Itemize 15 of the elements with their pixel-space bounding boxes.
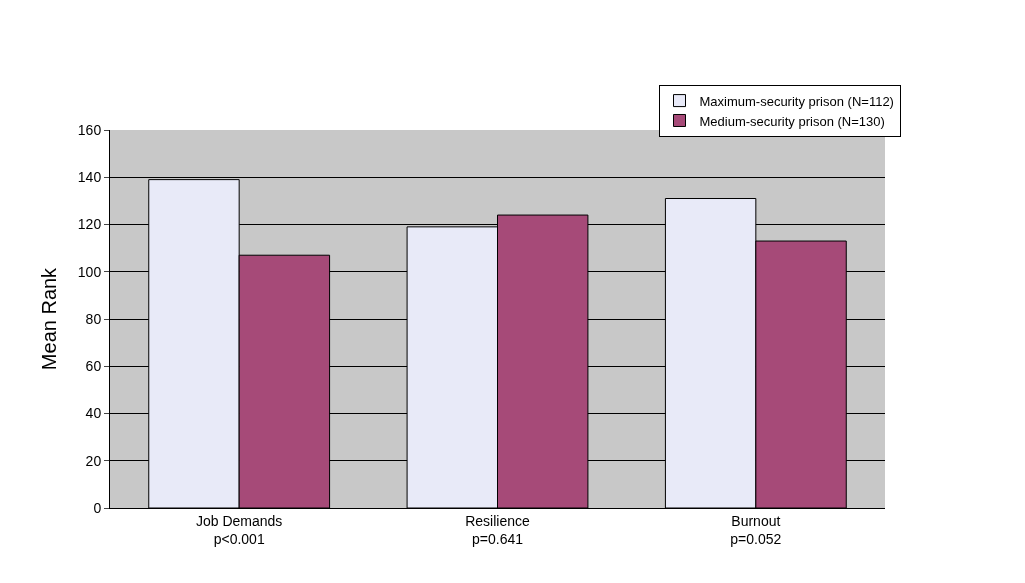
y-tick-label: 120 — [77, 216, 102, 233]
y-tick-label: 80 — [85, 310, 102, 327]
y-tick-label: 20 — [85, 452, 102, 469]
y-axis-title: Mean Rank — [38, 266, 61, 371]
legend-label: Medium-security prison (N=130) — [699, 113, 885, 129]
y-tick-label: 40 — [85, 405, 102, 422]
x-tick-label: Resilience p=0.641 — [465, 512, 530, 547]
legend-label: Maximum-security prison (N=112) — [699, 93, 894, 109]
y-tick-label: 160 — [77, 121, 102, 138]
y-tick-label: 100 — [77, 263, 102, 280]
y-tick-label: 60 — [85, 358, 102, 375]
x-tick-label: Burnout p=0.052 — [730, 512, 782, 547]
y-tick-label: 140 — [77, 169, 102, 186]
x-tick-label: Job Demands p<0.001 — [195, 512, 283, 547]
y-tick-label: 0 — [93, 499, 102, 516]
